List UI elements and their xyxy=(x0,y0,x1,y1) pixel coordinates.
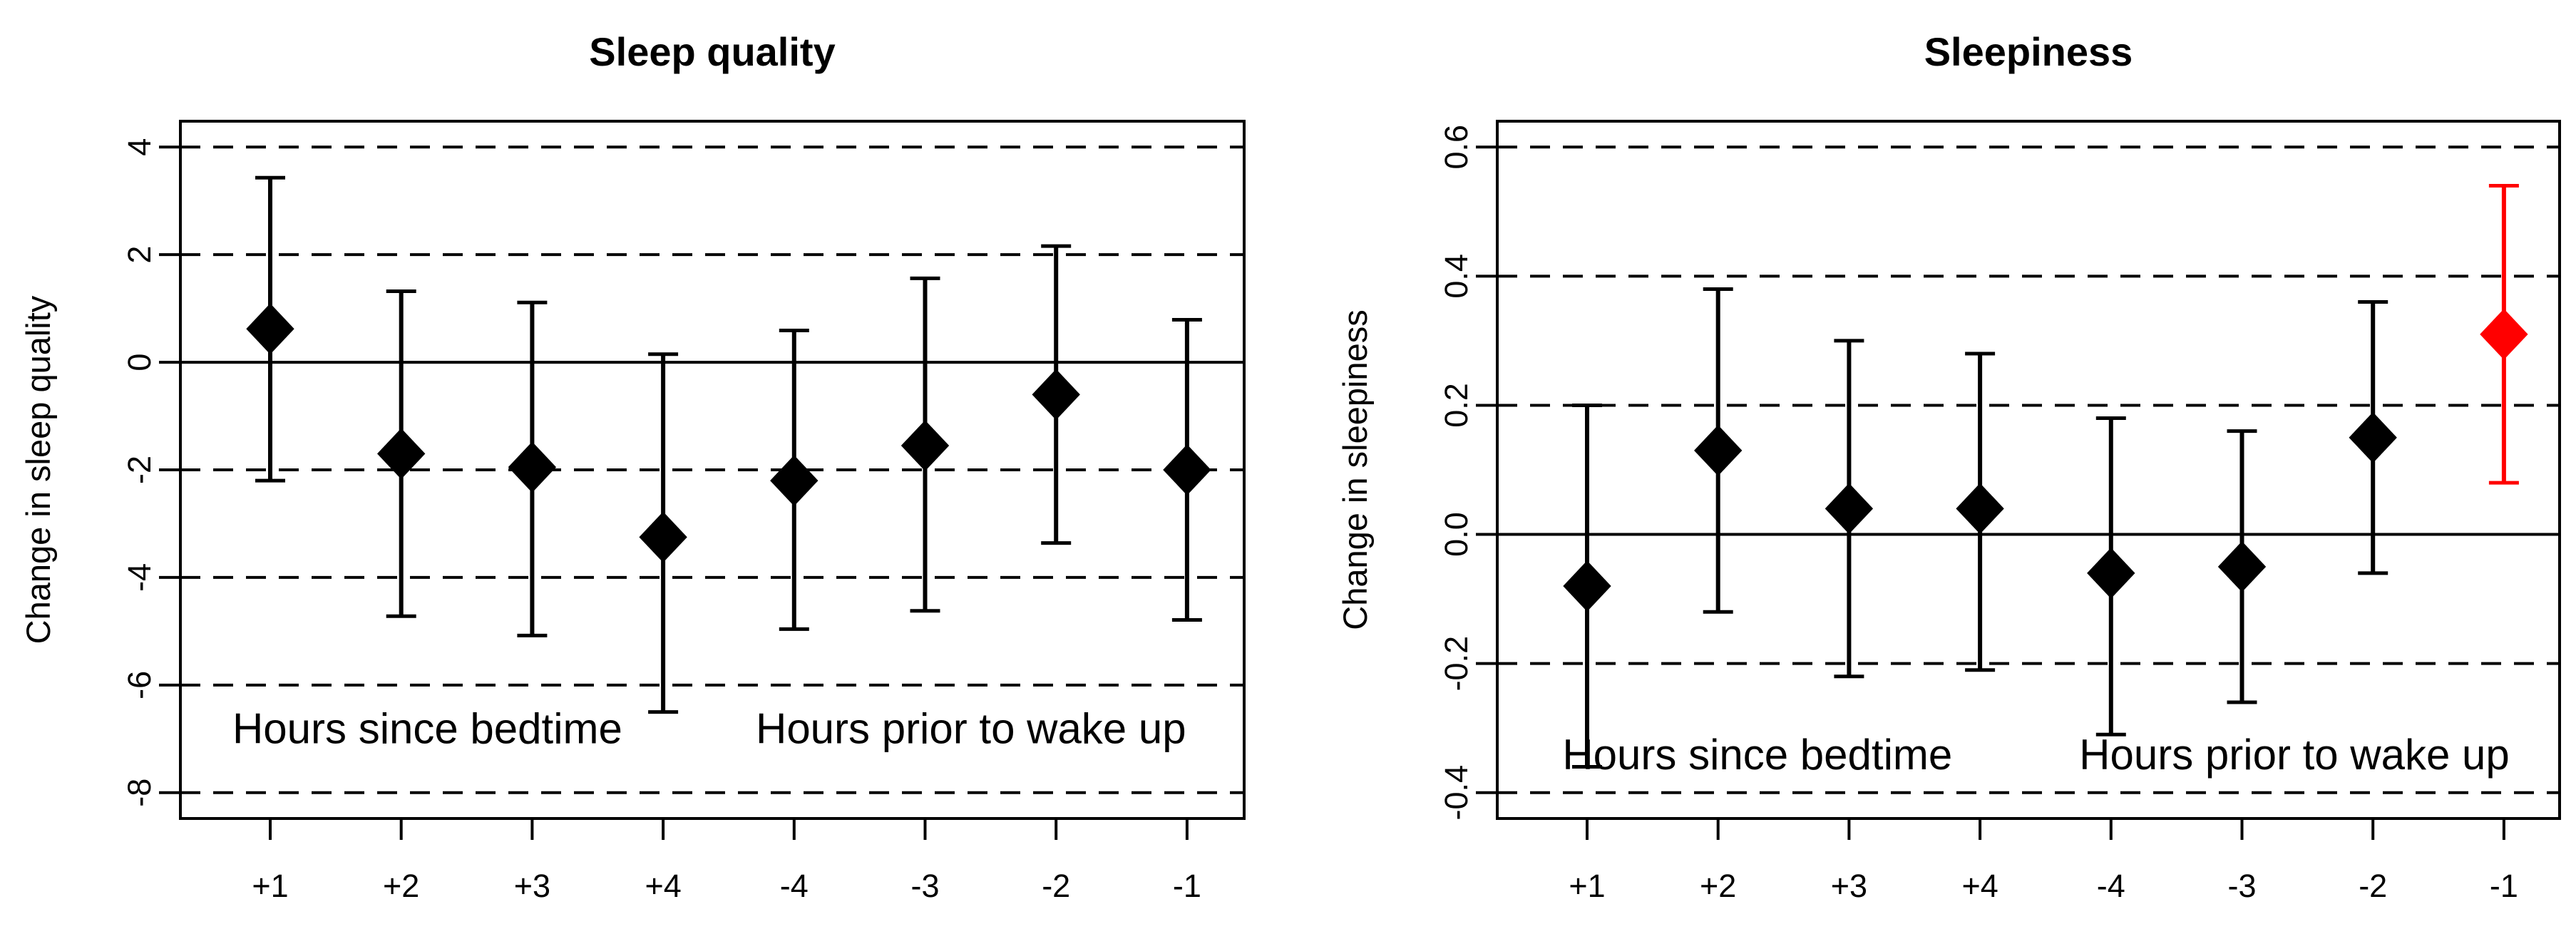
data-point-group xyxy=(1825,339,1874,679)
data-point-group xyxy=(639,352,687,714)
y-tick-label: 0.6 xyxy=(1438,125,1474,170)
data-point-group xyxy=(377,289,426,618)
x-tick-label: -2 xyxy=(2359,868,2387,904)
point-diamond xyxy=(1163,444,1211,496)
y-tick-label: 0.2 xyxy=(1438,383,1474,428)
y-axis-label: Change in sleep quality xyxy=(19,295,57,644)
x-tick-label: +4 xyxy=(645,868,681,904)
point-diamond xyxy=(2349,411,2397,463)
data-point-group xyxy=(246,175,294,483)
point-diamond xyxy=(1956,483,2004,535)
x-tick-label: -4 xyxy=(2097,868,2125,904)
x-tick-label: +2 xyxy=(1700,868,1736,904)
panel-title: Sleepiness xyxy=(1924,29,2133,74)
y-tick-label: -6 xyxy=(121,671,158,699)
point-diamond xyxy=(1694,425,1743,476)
data-point-group xyxy=(1563,403,1611,769)
x-tick-label: +2 xyxy=(383,868,419,904)
x-tick-label: -3 xyxy=(910,868,939,904)
data-point-group xyxy=(1032,244,1080,545)
y-tick-label: 2 xyxy=(121,246,158,264)
data-point-group xyxy=(1956,351,2004,672)
data-point-group xyxy=(770,329,819,631)
point-diamond xyxy=(1563,560,1611,612)
point-diamond xyxy=(246,303,294,355)
x-tick-label: -4 xyxy=(780,868,809,904)
data-point-group xyxy=(2087,416,2135,736)
x-tick-label: +3 xyxy=(514,868,550,904)
point-diamond xyxy=(1032,369,1080,421)
point-diamond xyxy=(900,420,950,471)
data-point-group xyxy=(1694,287,1743,614)
data-point-group xyxy=(1163,317,1211,622)
annotation-label: Hours since bedtime xyxy=(232,704,622,752)
point-diamond xyxy=(1825,483,1874,535)
point-diamond xyxy=(2217,541,2267,592)
x-tick-label: -1 xyxy=(2490,868,2518,904)
x-tick-label: +1 xyxy=(1569,868,1605,904)
data-point-group xyxy=(900,276,950,613)
data-point-group xyxy=(2349,300,2397,575)
point-diamond xyxy=(2480,309,2528,360)
y-tick-label: 0.0 xyxy=(1438,512,1474,557)
point-diamond xyxy=(770,455,819,506)
point-diamond xyxy=(377,428,426,480)
y-tick-label: -8 xyxy=(121,779,158,807)
y-tick-label: -2 xyxy=(121,456,158,484)
x-tick-label: +1 xyxy=(252,868,288,904)
data-point-group xyxy=(508,300,557,637)
annotation-label: Hours prior to wake up xyxy=(2079,731,2510,779)
data-point-group xyxy=(2480,184,2528,485)
panel-sleep-quality: 4 2 0 -2 -4 -6 -8 +1 +2 +3 +4 -4 -3 -2 -1 Sleep quality… xyxy=(19,29,1246,904)
point-diamond xyxy=(508,441,557,493)
y-tick-label: -0.4 xyxy=(1438,765,1474,821)
x-tick-label: +3 xyxy=(1831,868,1867,904)
x-tick-label: -1 xyxy=(1173,868,1201,904)
annotation-label: Hours prior to wake up xyxy=(756,704,1186,752)
y-tick-label: 4 xyxy=(121,138,158,156)
plot-box xyxy=(1496,120,2561,820)
y-tick-label: -0.2 xyxy=(1438,636,1474,692)
annotation-label: Hours since bedtime xyxy=(1562,731,1952,779)
y-tick-label: 0.4 xyxy=(1438,254,1474,299)
x-tick-label: +4 xyxy=(1961,868,1998,904)
panel-sleepiness: 0.6 0.4 0.2 0.0 -0.2 -0.4 +1 +2 +3 +4 -4 -3 -2 -1 Slee… xyxy=(1336,29,2561,904)
y-tick-label: 0 xyxy=(121,354,158,371)
point-diamond xyxy=(639,511,687,563)
y-tick-label: -4 xyxy=(121,563,158,592)
y-axis-label: Change in sleepiness xyxy=(1336,309,1374,630)
data-point-group xyxy=(2217,429,2267,704)
point-diamond xyxy=(2087,548,2135,599)
x-tick-label: -3 xyxy=(2227,868,2256,904)
panel-title: Sleep quality xyxy=(589,29,835,74)
x-tick-label: -2 xyxy=(1042,868,1070,904)
